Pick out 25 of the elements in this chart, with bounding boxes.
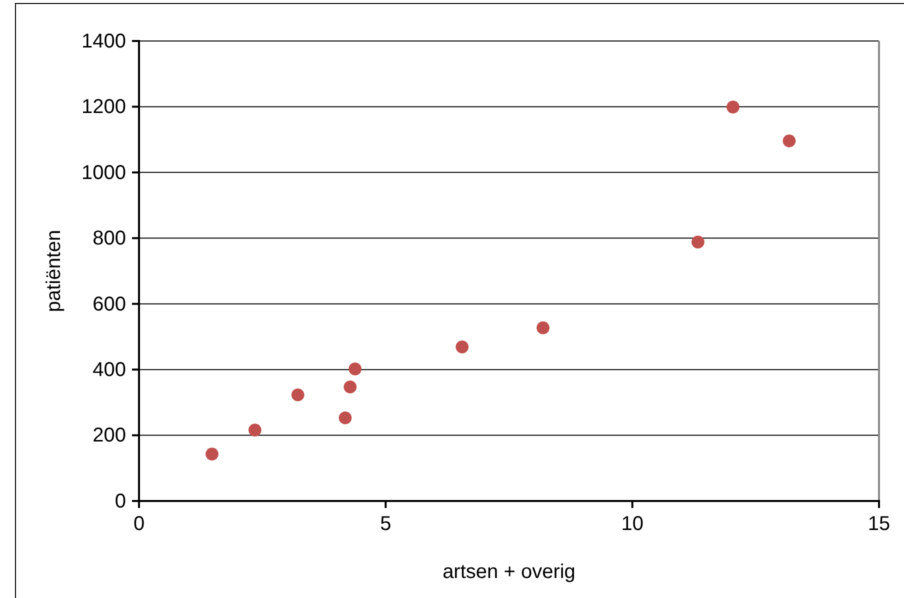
point (456, 340, 469, 354)
y-tick-label: 1000 (82, 162, 126, 184)
y-tick-label: 400 (92, 358, 126, 381)
y-tick-label: 600 (92, 293, 126, 316)
x-axis-title: artsen + overig (442, 561, 576, 583)
point (291, 388, 304, 402)
y-tick-label: 200 (92, 424, 126, 447)
y-tick-label: 0 (114, 490, 126, 512)
x-tick-label: 5 (380, 513, 392, 536)
point (348, 362, 362, 376)
x-tick-label: 15 (868, 513, 890, 536)
y-tick-label: 1200 (82, 96, 126, 118)
x-tick-label: 10 (621, 513, 644, 536)
point (782, 134, 796, 148)
point (536, 321, 550, 334)
y-tick-label: 1400 (82, 30, 126, 52)
point (344, 380, 357, 394)
point (692, 236, 704, 249)
y-axis-title: patiënten (43, 230, 65, 312)
x-tick-label: 0 (133, 513, 145, 536)
y-tick-label: 800 (92, 228, 126, 250)
point (248, 424, 262, 436)
point (338, 411, 352, 424)
point (726, 100, 740, 114)
point (206, 448, 218, 460)
